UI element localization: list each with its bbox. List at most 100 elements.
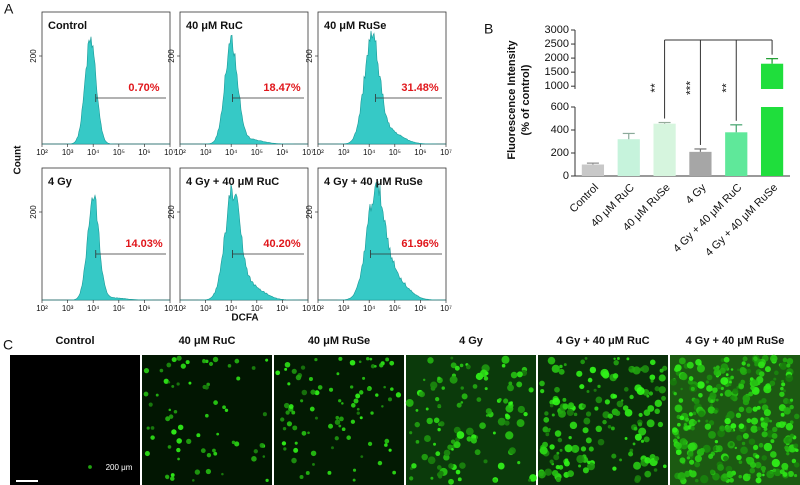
cell [516, 381, 523, 388]
cell [654, 456, 660, 462]
cell [282, 426, 287, 431]
cell [166, 362, 172, 368]
cell [680, 387, 683, 391]
cell [349, 385, 354, 389]
cell [713, 366, 717, 370]
cell [358, 390, 364, 395]
cell [750, 385, 755, 391]
cell [717, 429, 725, 438]
x-tick-label: 10³ [200, 304, 212, 313]
cell [705, 419, 709, 423]
cell [717, 464, 724, 471]
cell [492, 431, 496, 435]
cell [683, 425, 689, 431]
cell [758, 371, 765, 377]
cell [367, 441, 373, 447]
x-tick-label: 10⁴ [225, 304, 238, 313]
x-tick-label: Control [568, 182, 602, 216]
cell [356, 407, 360, 411]
cell [636, 386, 645, 395]
cell [748, 391, 754, 397]
cell [294, 441, 298, 445]
cell [583, 417, 591, 425]
cell [529, 474, 537, 482]
x-tick-label: 10⁶ [414, 304, 426, 313]
cell [689, 459, 695, 465]
cell [628, 366, 632, 370]
cell [251, 366, 256, 370]
cell [693, 420, 698, 425]
bar [581, 164, 605, 176]
significance-label: *** [684, 81, 698, 95]
bar [689, 151, 712, 176]
cell [765, 383, 772, 390]
cell [760, 465, 766, 472]
x-tick-label: 10⁴ [87, 148, 100, 157]
plot-title: 4 Gy [48, 176, 73, 188]
cell [780, 412, 785, 417]
cell [501, 355, 510, 364]
cell [222, 405, 226, 410]
cell [684, 470, 691, 478]
cell [686, 456, 691, 460]
cell [624, 409, 633, 417]
cell [384, 443, 388, 447]
cell [418, 391, 425, 398]
cell [763, 427, 768, 432]
x-tick-label: 10³ [338, 304, 350, 313]
cell [697, 381, 705, 389]
cell [632, 366, 641, 375]
cell [741, 441, 746, 446]
cell [547, 356, 556, 365]
cell [677, 422, 681, 427]
cell [253, 449, 258, 454]
cell [785, 374, 794, 383]
cell [479, 422, 486, 430]
cell [171, 384, 175, 388]
cell [793, 462, 800, 468]
cell [761, 431, 768, 438]
cell [687, 442, 696, 451]
panel-label: A [4, 1, 14, 17]
cell [301, 389, 308, 396]
cell [688, 451, 694, 457]
cell [730, 368, 734, 371]
cell [780, 386, 784, 391]
cell [409, 476, 414, 481]
cell [457, 477, 462, 482]
cell [485, 414, 489, 417]
cell [563, 460, 570, 467]
cell [426, 417, 433, 425]
cell [628, 451, 634, 457]
x-tick-label: 10³ [338, 148, 350, 157]
cell [543, 417, 550, 423]
cell [709, 469, 715, 475]
plot-title: 4 Gy + 40 μM RuSe [324, 176, 423, 188]
cell [708, 420, 715, 426]
cell [720, 426, 723, 430]
x-tick-label: 10⁵ [251, 304, 263, 313]
cell [284, 361, 291, 368]
cell [555, 464, 560, 470]
cell [509, 401, 513, 405]
cell [771, 432, 778, 439]
cell [693, 398, 700, 405]
cell [546, 429, 551, 433]
cell [688, 418, 697, 427]
y-tick-label: 200 [305, 205, 314, 219]
cell [523, 411, 528, 417]
cell [559, 364, 563, 369]
cell [176, 382, 180, 386]
cell [595, 396, 603, 404]
cell [706, 374, 713, 381]
cell [527, 478, 532, 482]
cell [708, 430, 716, 439]
cell [624, 437, 628, 440]
cell [580, 446, 587, 452]
cell [680, 372, 688, 381]
y-tick-label: 200 [551, 147, 569, 159]
cell [760, 417, 764, 421]
cell [736, 434, 743, 441]
cell [726, 471, 734, 479]
cell [360, 455, 364, 458]
